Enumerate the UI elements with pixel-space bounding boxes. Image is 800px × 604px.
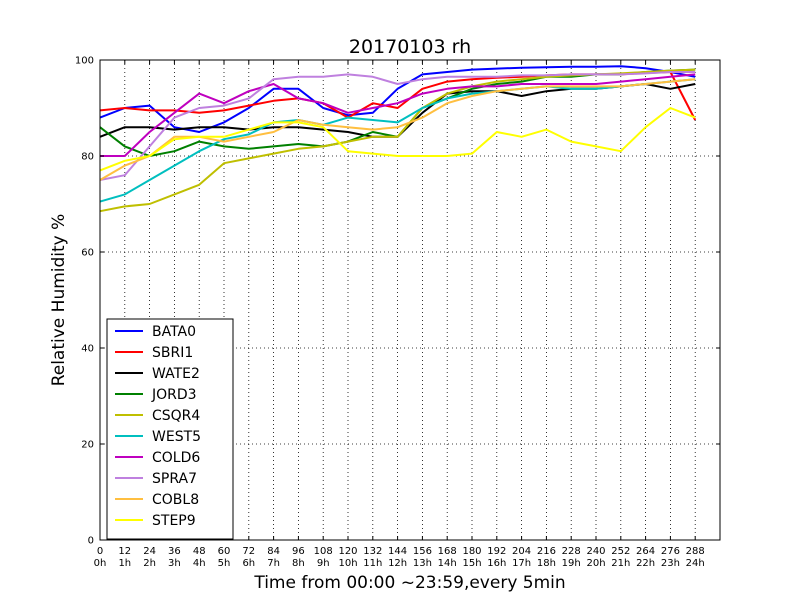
x-tick-label: 24: [143, 546, 156, 557]
legend-label-bata0: BATA0: [152, 324, 196, 340]
x-tick-label: 264: [636, 546, 655, 557]
x-tick-sublabel: 5h: [218, 558, 231, 569]
x-tick-sublabel: 24h: [686, 558, 705, 569]
x-tick-sublabel: 17h: [512, 558, 531, 569]
x-tick-label: 60: [218, 546, 231, 557]
series-line-bata0: [99, 65, 696, 133]
x-tick-label: 72: [242, 546, 255, 557]
x-tick-sublabel: 11h: [363, 558, 382, 569]
x-tick-label: 180: [462, 546, 481, 557]
y-tick-label: 100: [75, 56, 94, 67]
x-tick-sublabel: 21h: [611, 558, 630, 569]
x-tick-label: 36: [168, 546, 181, 557]
series-line-cold6: [100, 73, 696, 157]
legend-label-jord3: JORD3: [151, 387, 197, 403]
x-tick-label: 156: [413, 546, 432, 557]
x-tick-sublabel: 3h: [168, 558, 181, 569]
legend-label-step9: STEP9: [152, 513, 196, 529]
legend-label-wate2: WATE2: [152, 366, 200, 382]
x-tick-sublabel: 7h: [267, 558, 280, 569]
y-tick-label: 0: [88, 536, 94, 547]
x-tick-sublabel: 15h: [462, 558, 481, 569]
x-tick-sublabel: 18h: [537, 558, 556, 569]
x-tick-label: 168: [438, 546, 457, 557]
legend-box: [106, 318, 234, 540]
legend-label-csqr4: CSQR4: [152, 408, 200, 424]
x-tick-sublabel: 6h: [242, 558, 255, 569]
x-tick-label: 240: [586, 546, 605, 557]
chart-title: 20170103 rh: [349, 36, 471, 58]
x-tick-label: 120: [338, 546, 357, 557]
x-tick-label: 252: [611, 546, 630, 557]
y-tick-label: 80: [81, 152, 94, 163]
x-tick-sublabel: 14h: [438, 558, 457, 569]
y-axis-label: Relative Humidity %: [49, 214, 69, 387]
legend-label-west5: WEST5: [152, 429, 201, 445]
x-tick-label: 84: [267, 546, 280, 557]
x-tick-sublabel: 23h: [661, 558, 680, 569]
x-tick-sublabel: 9h: [317, 558, 330, 569]
series-line-west5: [99, 78, 696, 203]
x-tick-label: 144: [388, 546, 407, 557]
x-tick-label: 132: [363, 546, 382, 557]
x-tick-sublabel: 1h: [118, 558, 131, 569]
x-tick-sublabel: 19h: [562, 558, 581, 569]
x-tick-sublabel: 0h: [94, 558, 107, 569]
x-tick-sublabel: 20h: [586, 558, 605, 569]
y-tick-label: 20: [81, 440, 94, 451]
x-tick-sublabel: 13h: [413, 558, 432, 569]
x-tick-label: 96: [292, 546, 305, 557]
x-tick-label: 12: [118, 546, 131, 557]
legend: BATA0 SBRI1 WATE2 JORD3 CSQR4 WEST5 COLD6 SPRA7…: [106, 318, 234, 540]
x-tick-label: 48: [193, 546, 206, 557]
x-tick-sublabel: 22h: [636, 558, 655, 569]
x-tick-label: 228: [562, 546, 581, 557]
x-axis-label: Time from 00:00 ~23:59,every 5min: [253, 573, 565, 593]
x-tick-sublabel: 10h: [338, 558, 357, 569]
x-tick-sublabel: 16h: [487, 558, 506, 569]
x-tick-sublabel: 12h: [388, 558, 407, 569]
series-line-spra7: [99, 71, 696, 181]
legend-label-spra7: SPRA7: [152, 471, 197, 487]
x-tick-label: 288: [686, 546, 705, 557]
y-tick-label: 60: [81, 248, 94, 259]
x-tick-label: 276: [661, 546, 680, 557]
x-tick-label: 0: [97, 546, 103, 557]
axis-ticks: 00h121h242h363h484h605h726h847h968h1089h…: [75, 56, 720, 569]
series-lines: [99, 65, 697, 213]
legend-label-cobl8: COBL8: [152, 492, 199, 508]
legend-label-cold6: COLD6: [152, 450, 200, 466]
x-tick-sublabel: 4h: [193, 558, 206, 569]
x-tick-sublabel: 2h: [143, 558, 156, 569]
x-tick-label: 204: [512, 546, 531, 557]
x-tick-sublabel: 8h: [292, 558, 305, 569]
x-tick-label: 108: [314, 546, 333, 557]
y-tick-label: 40: [81, 344, 94, 355]
series-line-step9: [99, 107, 696, 172]
x-tick-label: 216: [537, 546, 556, 557]
legend-label-sbri1: SBRI1: [152, 345, 193, 361]
plot-area-frame: [99, 59, 721, 541]
x-tick-label: 192: [487, 546, 506, 557]
